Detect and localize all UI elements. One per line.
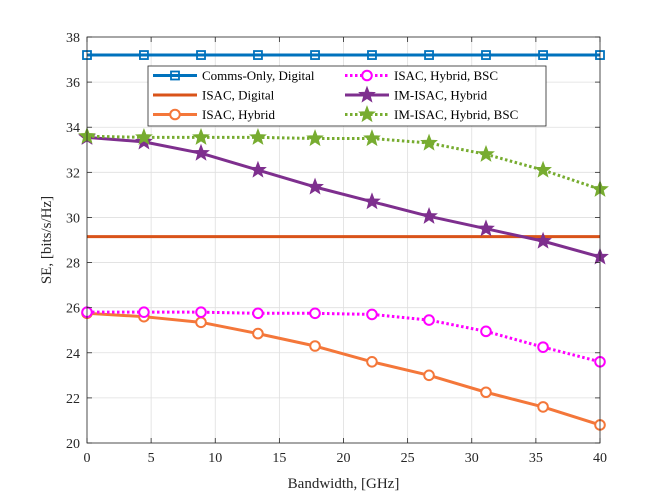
- data-point: [249, 160, 267, 178]
- data-point: [537, 401, 549, 413]
- data-point: [481, 50, 491, 60]
- data-point: [534, 160, 552, 178]
- legend-marker: [169, 108, 181, 121]
- legend-entry: IM-ISAC, Hybrid, BSC: [345, 105, 518, 123]
- y-tick-label: 38: [66, 31, 80, 46]
- legend-label: Comms-Only, Digital: [202, 68, 315, 83]
- legend-marker: [170, 70, 180, 81]
- x-tick-label: 10: [208, 451, 222, 466]
- legend-entry: IM-ISAC, Hybrid: [345, 85, 488, 103]
- legend-entry: ISAC, Hybrid: [153, 107, 275, 122]
- y-tick-label: 20: [66, 437, 80, 452]
- data-point: [306, 129, 324, 147]
- y-tick-label: 28: [66, 257, 80, 272]
- data-point: [249, 128, 267, 145]
- x-tick-label: 20: [337, 451, 351, 466]
- x-tick-label: 15: [272, 451, 286, 466]
- data-point: [423, 369, 435, 382]
- x-tick-label: 0: [84, 451, 91, 466]
- legend-marker: [361, 69, 373, 82]
- data-point: [195, 316, 207, 329]
- data-point: [423, 314, 435, 326]
- legend-entry: Comms-Only, Digital: [153, 68, 315, 83]
- x-tick-label: 35: [529, 451, 543, 466]
- x-tick-label: 40: [593, 451, 607, 466]
- series-layer: [78, 50, 609, 431]
- data-point: [363, 192, 381, 210]
- data-point: [306, 177, 324, 195]
- data-point: [534, 231, 552, 249]
- legend-label: IM-ISAC, Hybrid, BSC: [394, 107, 518, 122]
- data-point: [477, 144, 495, 162]
- data-point: [192, 128, 210, 145]
- data-point: [135, 128, 153, 145]
- data-point: [420, 206, 438, 224]
- y-tick-label: 22: [66, 392, 80, 407]
- data-point: [424, 50, 434, 60]
- data-point: [309, 340, 321, 352]
- y-tick-label: 34: [66, 121, 80, 136]
- x-tick-label: 5: [148, 451, 155, 466]
- legend-label: ISAC, Hybrid, BSC: [394, 68, 498, 83]
- legend-marker: [358, 105, 376, 123]
- legend-label: IM-ISAC, Hybrid: [394, 88, 488, 103]
- data-point: [538, 50, 548, 60]
- legend-entry: ISAC, Hybrid, BSC: [345, 68, 498, 83]
- data-point: [253, 50, 263, 60]
- series-line: [86, 135, 601, 259]
- data-point: [420, 133, 438, 151]
- legend: Comms-Only, Digital ISAC, Hybrid, BSC ISAC…: [147, 65, 547, 127]
- x-tick-label: 25: [401, 451, 415, 466]
- data-point: [195, 306, 207, 318]
- data-point: [477, 219, 495, 237]
- data-point: [480, 386, 492, 399]
- data-point: [309, 307, 321, 320]
- y-axis-label: SE, [bits/s/Hz]: [39, 196, 55, 284]
- legend-label: ISAC, Digital: [202, 88, 275, 103]
- legend-label: ISAC, Hybrid: [202, 107, 275, 122]
- x-tick-label: 30: [465, 451, 479, 466]
- data-point: [363, 129, 381, 147]
- y-tick-label: 30: [66, 211, 80, 226]
- series-0: [82, 50, 605, 60]
- data-point: [196, 50, 206, 60]
- y-tick-label: 24: [66, 347, 80, 362]
- legend-entry: ISAC, Digital: [153, 88, 275, 103]
- series-3: [81, 306, 606, 368]
- data-point: [192, 143, 210, 161]
- x-axis-label: Bandwidth, [GHz]: [288, 476, 400, 492]
- legend-marker: [358, 85, 376, 103]
- data-point: [310, 50, 320, 60]
- data-point: [480, 325, 492, 338]
- series-line: [86, 311, 601, 427]
- data-point: [139, 50, 149, 60]
- data-point: [252, 307, 264, 320]
- ticks: 0 5 10 15 20 25 30 35 40 20 22 24 26 28 30 32 34 36 38: [66, 31, 607, 466]
- data-point: [366, 356, 378, 368]
- data-point: [367, 50, 377, 60]
- series-line: [87, 310, 601, 364]
- data-point: [537, 341, 549, 353]
- y-tick-label: 32: [66, 166, 80, 181]
- series-line: [86, 134, 601, 191]
- y-tick-label: 36: [66, 76, 80, 91]
- data-point: [252, 327, 264, 340]
- data-point: [366, 308, 378, 321]
- series-5: [78, 126, 609, 197]
- y-tick-label: 26: [66, 302, 80, 317]
- data-point: [138, 306, 150, 318]
